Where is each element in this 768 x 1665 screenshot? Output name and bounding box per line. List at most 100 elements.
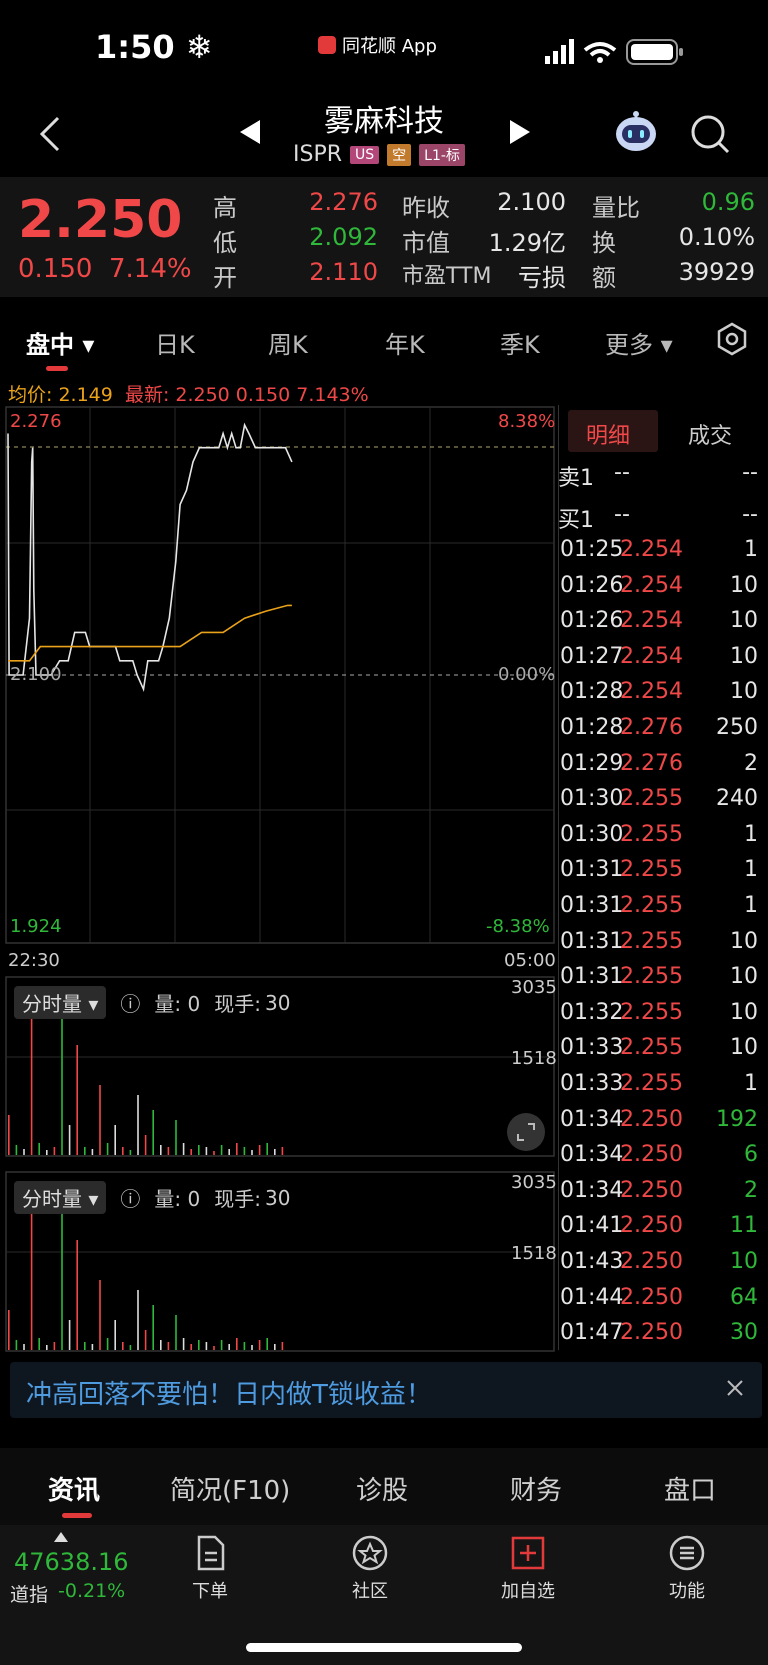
volume-bar (175, 1120, 177, 1155)
trade-price: 2.255 (620, 928, 683, 954)
volume-bar (236, 1338, 238, 1350)
trade-time: 01:26 (560, 572, 624, 598)
tab-more[interactable]: 更多 ▾ (605, 331, 673, 359)
promo-text[interactable]: 冲高回落不要怕！日内做T锁收益！ (26, 1380, 432, 1410)
volume-bar (129, 1150, 132, 1155)
tab-order-book[interactable]: 盘口 (664, 1476, 717, 1506)
tab-diagnosis[interactable]: 诊股 (356, 1476, 409, 1506)
tab-yearly-k[interactable]: 年K (385, 331, 425, 359)
settings-icon[interactable] (715, 322, 749, 356)
tab-news[interactable]: 资讯 (48, 1476, 101, 1506)
trade-time: 01:31 (560, 857, 624, 883)
volume-bar (76, 1240, 78, 1350)
volume-type-dropdown-2[interactable]: 分时量 ▾ (14, 1181, 107, 1214)
volume-bar (175, 1315, 177, 1350)
tab-f10[interactable]: 简况(F10) (170, 1476, 291, 1506)
volume-bar (190, 1344, 192, 1350)
volume-bar (274, 1149, 276, 1155)
price-change: 0.150 7.14% (18, 254, 192, 284)
volume-chart-2[interactable] (0, 1170, 556, 1353)
trade-volume: 11 (730, 1213, 758, 1239)
volume-bar (137, 1095, 139, 1155)
status-app-indicator[interactable]: 同花顺 App (318, 32, 437, 58)
tab-quarterly-k[interactable]: 季K (500, 331, 540, 359)
avg-price-line (8, 604, 292, 662)
trade-volume: 1 (744, 1071, 758, 1096)
tab-finance[interactable]: 财务 (510, 1476, 563, 1506)
buy1-label: 买1 (558, 508, 594, 533)
volume-chart-1[interactable] (0, 975, 556, 1158)
volume-bar (30, 995, 33, 1155)
robot-assistant-icon[interactable] (612, 110, 660, 154)
trade-price: 2.254 (620, 572, 683, 598)
high-value: 2.276 (309, 188, 378, 216)
tab-weekly-k[interactable]: 周K (268, 331, 308, 359)
trade-detail-panel (558, 405, 764, 1350)
search-icon[interactable] (688, 112, 732, 156)
volume-bar (99, 1280, 101, 1350)
nav-functions[interactable]: 功能 (637, 1533, 737, 1603)
trade-volume: 10 (730, 928, 758, 954)
x-start-label: 22:30 (8, 950, 60, 971)
volume-bar (53, 1342, 56, 1350)
volume-bar (258, 1145, 261, 1155)
volume-type-dropdown[interactable]: 分时量 ▾ (14, 986, 107, 1019)
volume-bar (266, 1143, 268, 1155)
tab-intraday[interactable]: 盘中 ▾ (26, 331, 95, 359)
trade-time: 01:27 (560, 643, 624, 669)
amount-label: 额 (592, 264, 616, 292)
help-icon[interactable]: ⓘ (120, 992, 141, 1016)
trade-price: 2.250 (620, 1284, 683, 1310)
back-icon[interactable] (36, 112, 66, 156)
bottom-tab-underline (62, 1513, 92, 1518)
volume-bar (274, 1344, 276, 1350)
trade-volume: 10 (730, 999, 758, 1025)
trade-time: 01:31 (560, 928, 624, 954)
trade-volume: 10 (730, 964, 758, 990)
y-left-base: 2.100 (10, 664, 62, 685)
volume-ratio-label: 量比 (592, 194, 640, 222)
next-stock-icon[interactable] (508, 118, 532, 146)
help-icon[interactable]: ⓘ (120, 1187, 141, 1211)
status-time: 1:50 ❄ (95, 28, 213, 66)
trade-time: 01:34 (560, 1142, 624, 1168)
current-price: 2.250 (18, 190, 183, 250)
nav-community-label: 社区 (352, 1581, 388, 1602)
promo-banner[interactable] (10, 1362, 762, 1418)
tab-daily-k[interactable]: 日K (155, 331, 195, 359)
index-value[interactable]: 47638.16 (14, 1548, 129, 1576)
price-chart[interactable] (0, 405, 556, 945)
prev-stock-icon[interactable] (238, 118, 262, 146)
volume-bar (144, 1135, 147, 1155)
volume-bar (205, 1147, 208, 1155)
short-tag: 空 (387, 143, 412, 166)
trade-price: 2.254 (620, 679, 683, 705)
tab-trades[interactable]: 成交 (688, 424, 733, 449)
hand-value: 30 (264, 990, 291, 1015)
tab-detail[interactable]: 明细 (586, 424, 631, 449)
ticker-symbol: ISPR (293, 142, 343, 167)
nav-community[interactable]: 社区 (320, 1533, 420, 1603)
trade-price: 2.254 (620, 608, 683, 634)
trade-time: 01:28 (560, 679, 624, 705)
trade-volume: 250 (716, 715, 758, 740)
volume-bar (152, 1110, 154, 1155)
amount-value: 39929 (678, 258, 755, 286)
close-icon[interactable] (725, 1378, 745, 1398)
volume-bar (205, 1342, 208, 1350)
avg-price-row: 均价: 2.149 最新: 2.250 0.150 7.143% (8, 380, 369, 407)
nav-order[interactable]: 下单 (160, 1533, 260, 1603)
prev-close-value: 2.100 (497, 188, 566, 216)
trade-volume: 64 (730, 1284, 758, 1310)
nav-order-label: 下单 (192, 1581, 228, 1602)
up-triangle-icon (54, 1532, 68, 1542)
volume-bar (160, 1145, 162, 1155)
trade-volume: 10 (730, 679, 758, 705)
nav-add-watchlist[interactable]: 加自选 (478, 1533, 578, 1603)
trade-time: 01:43 (560, 1249, 624, 1274)
expand-icon[interactable] (506, 1112, 546, 1152)
trade-price: 2.250 (620, 1106, 683, 1132)
trade-volume: 6 (744, 1142, 758, 1168)
detail-tab-bg (568, 410, 658, 452)
volume-bar (144, 1330, 147, 1350)
